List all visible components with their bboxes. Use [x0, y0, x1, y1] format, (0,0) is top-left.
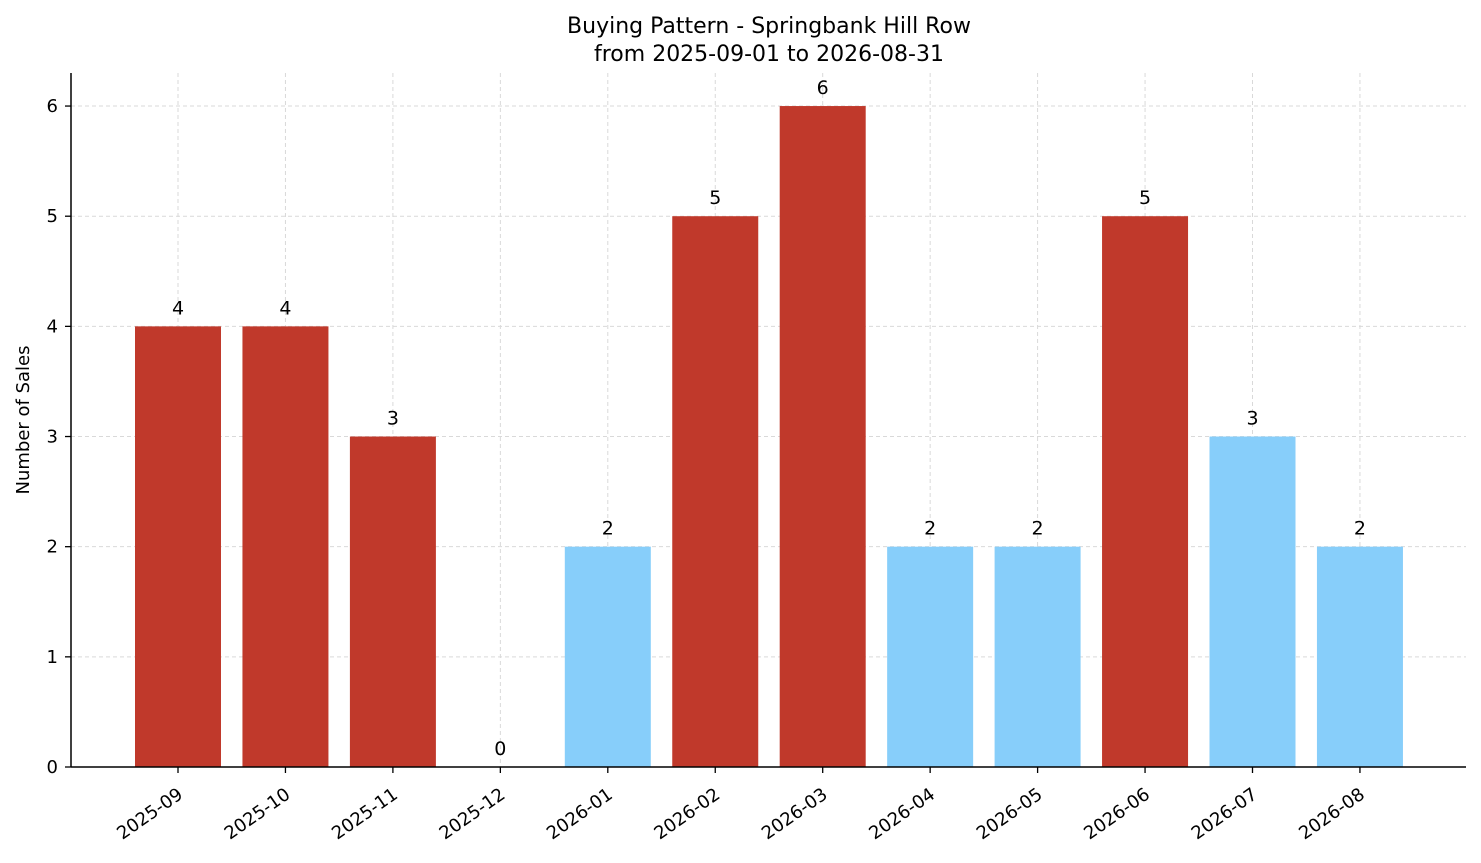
x-tick-label: 2026-03: [758, 784, 832, 844]
x-axis-ticks: 2025-09 2025-10 2025-11 2025-12 2026-01 2026-…: [113, 767, 1369, 844]
bar-value-label: 0: [494, 738, 506, 760]
bar-2025-09: [135, 326, 221, 767]
y-tick-label: 4: [47, 316, 58, 337]
bar-value-label: 2: [602, 518, 614, 540]
bar-2026-06: [1102, 216, 1189, 767]
bar-value-label: 4: [279, 297, 291, 319]
bar-value-label: 2: [1354, 518, 1366, 540]
bar-value-label: 5: [1139, 187, 1151, 209]
y-tick-label: 3: [47, 427, 58, 448]
bar-value-label: 2: [1032, 518, 1044, 540]
y-tick-label: 6: [47, 96, 58, 117]
bar-value-label: 4: [172, 297, 184, 319]
bar-2026-03: [779, 106, 866, 768]
bar-value-label: 6: [817, 77, 829, 99]
x-tick-label: 2026-06: [1080, 784, 1154, 844]
y-tick-label: 1: [47, 647, 58, 668]
bar-2026-01: [564, 546, 651, 767]
y-tick-label: 5: [47, 206, 58, 227]
bar-value-labels: 4 4 3 0 2 5 6 2 2 5 3 2: [172, 77, 1366, 760]
y-axis-label: Number of Sales: [13, 345, 34, 494]
x-tick-label: 2025-12: [436, 784, 510, 844]
bar-2026-02: [672, 216, 759, 767]
chart-title: Buying Pattern - Springbank Hill Row: [567, 14, 971, 39]
x-tick-label: 2026-02: [650, 784, 724, 844]
x-tick-label: 2025-10: [221, 784, 295, 844]
bar-value-label: 5: [709, 187, 721, 209]
x-tick-label: 2026-05: [973, 784, 1047, 844]
bar-2026-05: [994, 546, 1081, 767]
bar-2025-10: [242, 326, 329, 767]
x-tick-label: 2026-07: [1188, 784, 1262, 844]
bar-2026-08: [1316, 546, 1403, 767]
x-tick-label: 2026-08: [1295, 784, 1369, 844]
axes: [70, 73, 1466, 768]
y-tick-label: 2: [47, 537, 58, 558]
y-axis-ticks: 0 1 2 3 4 5 6: [47, 96, 71, 778]
bar-2026-04: [887, 546, 974, 767]
bar-2025-11: [349, 436, 436, 767]
x-tick-label: 2026-01: [543, 784, 617, 844]
bar-value-label: 3: [1246, 408, 1258, 430]
bars-group: [135, 106, 1403, 768]
x-tick-label: 2025-09: [113, 784, 187, 844]
x-tick-label: 2025-11: [328, 784, 402, 844]
y-tick-label: 0: [47, 757, 58, 778]
bar-2026-07: [1209, 436, 1296, 767]
bar-value-label: 3: [387, 408, 399, 430]
bar-value-label: 2: [924, 518, 936, 540]
x-tick-label: 2026-04: [865, 784, 939, 844]
chart-subtitle: from 2025-09-01 to 2026-08-31: [594, 42, 944, 67]
